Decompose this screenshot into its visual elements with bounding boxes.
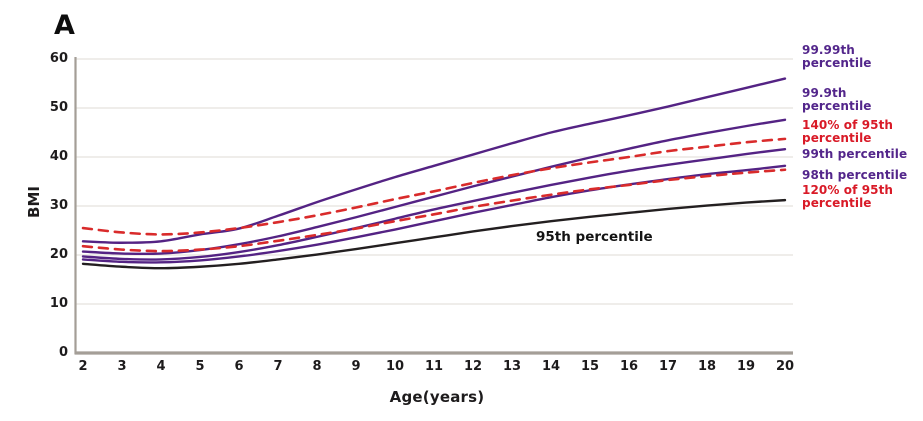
y-tick-label: 30 [49, 198, 68, 213]
x-tick-label: 8 [312, 359, 322, 374]
x-tick-label: 2 [78, 359, 88, 374]
y-tick-label: 0 [58, 345, 68, 360]
curve-annotation-95th-percentile: 95th percentile [536, 229, 653, 245]
x-tick-label: 13 [502, 359, 522, 374]
x-tick-label: 9 [351, 359, 361, 374]
series-line-98th-percentile [81, 164, 787, 264]
x-tick-label: 10 [385, 359, 405, 374]
y-tick-label: 20 [49, 247, 68, 262]
y-tick-label: 40 [49, 149, 68, 164]
x-tick-label: 4 [156, 359, 166, 374]
series-line-99th-percentile [81, 147, 787, 261]
series-line-140-of-95th-percentile [81, 137, 787, 236]
y-tick-label: 50 [49, 100, 68, 115]
y-tick-label: 10 [49, 296, 68, 311]
panel-label-a: A [54, 10, 76, 41]
series-line-95th-percentile [81, 198, 787, 270]
x-tick-label: 18 [697, 359, 717, 374]
x-tick-label: 17 [658, 359, 678, 374]
x-tick-label: 12 [463, 359, 483, 374]
x-tick-label: 19 [736, 359, 756, 374]
x-tick-label: 6 [234, 359, 244, 374]
x-tick-label: 20 [775, 359, 795, 374]
x-tick-label: 14 [541, 359, 561, 374]
x-tick-label: 15 [580, 359, 600, 374]
x-tick-label: 3 [117, 359, 127, 374]
x-tick-label: 16 [619, 359, 639, 374]
y-axis-title: BMI [25, 186, 43, 218]
x-tick-label: 7 [273, 359, 283, 374]
x-tick-label: 11 [424, 359, 444, 374]
x-axis-title: Age(years) [389, 388, 485, 406]
series-line-99-99th-percentile [81, 77, 787, 244]
x-tick-label: 5 [195, 359, 205, 374]
y-tick-label: 60 [49, 51, 68, 66]
series-line-120-of-95th-percentile [81, 168, 787, 253]
